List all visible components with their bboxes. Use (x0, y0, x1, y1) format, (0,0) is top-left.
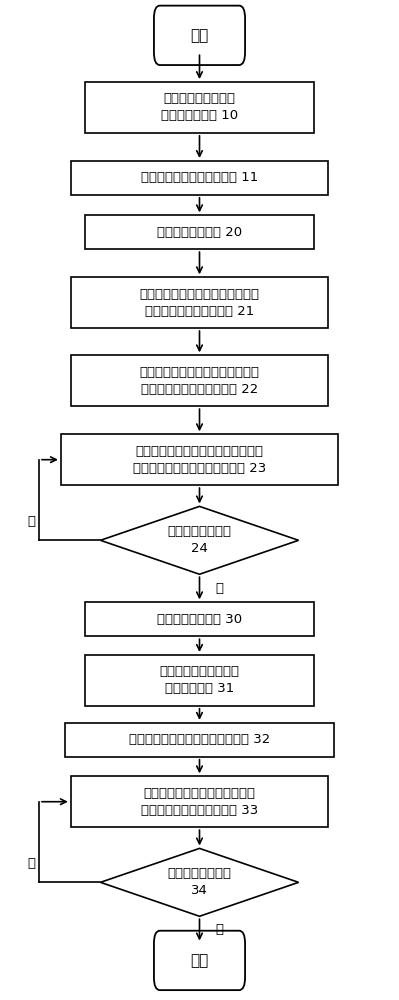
Text: 是: 是 (215, 923, 223, 936)
FancyBboxPatch shape (85, 655, 314, 706)
Text: 控制膨胀冲程终点 30: 控制膨胀冲程终点 30 (157, 613, 242, 626)
Text: 基于峰值压力估算产生的燃烧能量 32: 基于峰值压力估算产生的燃烧能量 32 (129, 733, 270, 746)
Text: 否: 否 (27, 857, 35, 870)
FancyBboxPatch shape (71, 277, 328, 328)
Text: 采集发动机位移信号
和缸内压力信号 10: 采集发动机位移信号 和缸内压力信号 10 (161, 92, 238, 122)
Text: 根据位置信号比较上循环压缩冲程
终点与目标压缩冲程终点差 22: 根据位置信号比较上循环压缩冲程 终点与目标压缩冲程终点差 22 (140, 366, 259, 396)
Text: 根据位移信号计算速度信号 11: 根据位移信号计算速度信号 11 (141, 171, 258, 184)
Text: 否: 否 (27, 515, 35, 528)
Text: 速度信号是否反向
34: 速度信号是否反向 34 (168, 867, 231, 897)
FancyBboxPatch shape (71, 776, 328, 827)
FancyBboxPatch shape (85, 215, 314, 249)
Text: 开始: 开始 (190, 28, 209, 43)
FancyBboxPatch shape (65, 723, 334, 757)
Polygon shape (101, 506, 298, 574)
FancyBboxPatch shape (71, 161, 328, 195)
FancyBboxPatch shape (85, 602, 314, 636)
Text: 开始: 开始 (190, 953, 209, 968)
Text: 控制器根据估算的燃烧能量给定
本循环膨胀冲程目标发电量 33: 控制器根据估算的燃烧能量给定 本循环膨胀冲程目标发电量 33 (141, 787, 258, 817)
Text: 是: 是 (215, 582, 223, 595)
FancyBboxPatch shape (154, 931, 245, 990)
FancyBboxPatch shape (85, 82, 314, 133)
FancyBboxPatch shape (154, 6, 245, 65)
Text: 速度信号是否反向
24: 速度信号是否反向 24 (168, 525, 231, 555)
Text: 根据缸内压力信号获取
燃烧峰值压力 31: 根据缸内压力信号获取 燃烧峰值压力 31 (160, 665, 239, 695)
Polygon shape (101, 848, 298, 916)
Text: 以上循环发电量为基础采用迭代学习
算法调节本循环压缩冲程发电量 23: 以上循环发电量为基础采用迭代学习 算法调节本循环压缩冲程发电量 23 (133, 445, 266, 475)
Text: 根据位置信号比较本循环压缩冲程
与上循环压缩冲程起点差 21: 根据位置信号比较本循环压缩冲程 与上循环压缩冲程起点差 21 (140, 288, 259, 318)
FancyBboxPatch shape (61, 434, 338, 485)
Text: 控制压缩冲程终点 20: 控制压缩冲程终点 20 (157, 226, 242, 239)
FancyBboxPatch shape (71, 355, 328, 406)
